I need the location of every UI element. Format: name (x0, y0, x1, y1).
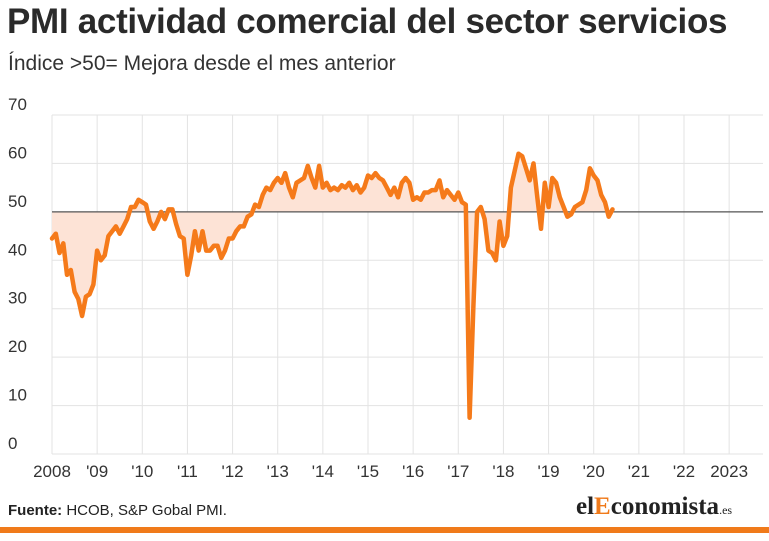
x-tick-label: 2008 (33, 462, 71, 481)
footer-bar (0, 527, 769, 533)
x-tick-label: '12 (221, 462, 243, 481)
area-band (52, 153, 613, 418)
x-tick-label: '16 (402, 462, 424, 481)
brand-accent: E (594, 493, 611, 520)
y-tick-label: 70 (8, 95, 27, 114)
brand-tld: .es (719, 503, 733, 517)
y-tick-label: 40 (8, 240, 27, 259)
y-tick-label: 50 (8, 192, 27, 211)
x-tick-label: '11 (177, 462, 198, 481)
y-tick-label: 0 (8, 434, 17, 453)
x-tick-label: '20 (583, 462, 605, 481)
brand-logo: elEconomista.es (576, 493, 732, 521)
source-text: HCOB, S&P Gobal PMI. (66, 502, 227, 519)
source-note: Fuente: HCOB, S&P Gobal PMI. (8, 502, 227, 519)
y-tick-label: 20 (8, 337, 27, 356)
x-tick-label: '13 (267, 462, 289, 481)
x-tick-label: '10 (131, 462, 153, 481)
series-line (49, 151, 615, 420)
y-axis-ticks: 0 10 20 30 40 50 60 70 (8, 95, 27, 453)
brand-rest: conomista (610, 493, 720, 520)
grid (51, 114, 763, 455)
x-tick-label: '19 (537, 462, 559, 481)
x-tick-label: '22 (673, 462, 695, 481)
source-label: Fuente: (8, 502, 63, 519)
area-fill-to-50 (52, 153, 613, 418)
y-tick-label: 30 (8, 289, 27, 308)
x-tick-label: '21 (628, 462, 650, 481)
chart-title: PMI actividad comercial del sector servi… (7, 2, 728, 41)
chart-subtitle: Índice >50= Mejora desde el mes anterior (8, 52, 396, 75)
x-axis-ticks: 2008 '09 '10 '11 '12 '13 '14 '15 '16 '17 '18 '19 '20… (33, 462, 748, 481)
brand-prefix: el (576, 493, 595, 520)
x-tick-label: '14 (312, 462, 334, 481)
x-tick-label: 2023 (710, 462, 748, 481)
y-tick-label: 10 (8, 386, 27, 405)
x-tick-label: '17 (447, 462, 469, 481)
y-tick-label: 60 (8, 143, 27, 162)
x-tick-label: '18 (492, 462, 514, 481)
x-tick-label: '09 (86, 462, 108, 481)
x-tick-label: '15 (357, 462, 379, 481)
pmi-series (49, 151, 615, 420)
